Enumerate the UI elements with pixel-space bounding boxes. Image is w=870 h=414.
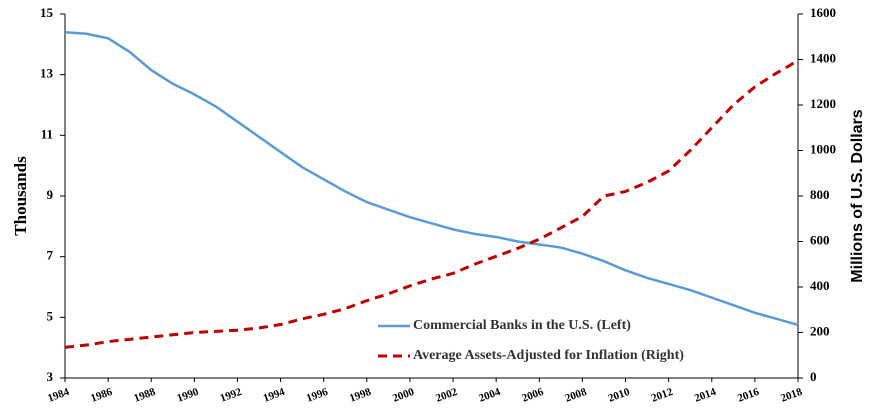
- y-axis-label: Thousands: [11, 156, 30, 236]
- x-tick-label: 1996: [305, 386, 330, 405]
- y2-axis-label: Millions of U.S. Dollars: [849, 109, 866, 282]
- x-tick-label: 2000: [391, 386, 416, 405]
- x-tick-label: 1986: [89, 386, 114, 405]
- y2-tick-label: 1200: [810, 96, 836, 111]
- y-tick-label: 5: [47, 308, 54, 323]
- x-tick-label: 1988: [132, 386, 157, 405]
- y2-tick-label: 0: [810, 369, 817, 384]
- x-tick-label: 2014: [693, 386, 718, 405]
- x-tick-label: 1984: [46, 386, 71, 405]
- y2-tick-label: 1600: [810, 5, 836, 20]
- y-tick-label: 7: [47, 248, 54, 263]
- x-tick-label: 2008: [564, 386, 589, 405]
- y2-tick-label: 600: [810, 232, 830, 247]
- y2-tick-label: 200: [810, 323, 830, 338]
- x-tick-label: 1998: [348, 386, 373, 405]
- x-tick-label: 2004: [477, 386, 502, 405]
- x-tick-label: 2018: [779, 386, 804, 405]
- y-tick-label: 11: [41, 126, 53, 141]
- y2-tick-label: 400: [810, 278, 830, 293]
- x-tick-label: 2010: [607, 386, 632, 405]
- x-tick-label: 1990: [175, 386, 200, 405]
- x-tick-label: 2012: [650, 386, 675, 405]
- x-tick-label: 1992: [219, 386, 244, 405]
- series-line: [64, 59, 799, 349]
- y-tick-label: 13: [40, 66, 54, 81]
- y2-tick-label: 800: [810, 187, 830, 202]
- y-tick-label: 9: [47, 187, 54, 202]
- y-tick-label: 15: [40, 5, 54, 20]
- x-tick-label: 2002: [434, 386, 459, 405]
- series-line: [64, 30, 799, 327]
- legend-label: Commercial Banks in the U.S. (Left): [413, 318, 631, 333]
- x-tick-label: 1994: [262, 386, 287, 405]
- y2-tick-label: 1000: [810, 141, 836, 156]
- y2-tick-label: 1400: [810, 50, 836, 65]
- legend-label: Average Assets-Adjusted for Inflation (R…: [413, 348, 684, 363]
- x-tick-label: 2006: [520, 386, 545, 405]
- x-tick-label: 2016: [736, 386, 761, 405]
- y-tick-label: 3: [47, 369, 54, 384]
